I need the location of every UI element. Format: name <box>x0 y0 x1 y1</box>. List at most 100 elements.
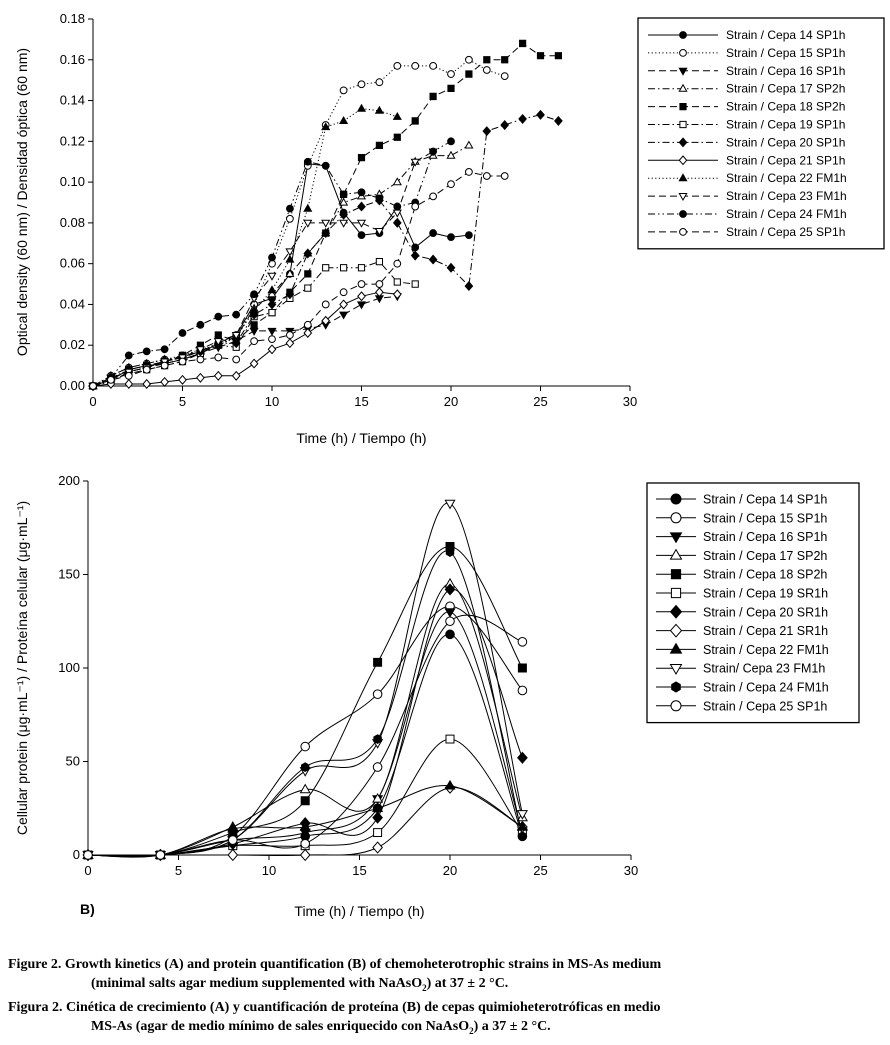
caption-es-line-1: Figura 2. Cinética de crecimiento (A) y … <box>8 999 661 1015</box>
data-point <box>445 734 455 744</box>
data-point <box>464 281 474 292</box>
data-point <box>83 850 93 860</box>
legend-a-item: Strain / Cepa 24 FM1h <box>648 207 847 221</box>
data-point <box>392 289 402 300</box>
data-point <box>249 327 259 336</box>
data-point <box>231 370 241 381</box>
y-tick-label: 200 <box>58 473 80 488</box>
legend-b-item: Strain / Cepa 21 SR1h <box>656 623 828 638</box>
caption-en-line-2-end: ) at 37 ± 2 °C. <box>426 976 509 991</box>
legend-label: Strain/ Cepa 23 FM1h <box>703 662 825 676</box>
data-point <box>299 783 311 794</box>
data-point <box>304 284 312 292</box>
data-point <box>500 72 509 80</box>
data-point <box>372 802 384 812</box>
data-point <box>411 202 420 211</box>
legend-marker <box>669 623 683 638</box>
x-tick-label: 25 <box>533 394 547 409</box>
data-point <box>285 338 295 349</box>
legend-label: Strain / Cepa 22 FM1h <box>726 171 847 185</box>
y-tick-label: 0.00 <box>60 378 85 393</box>
data-point <box>213 338 223 347</box>
data-point <box>155 850 166 860</box>
data-point <box>375 78 384 87</box>
data-point <box>304 270 312 278</box>
data-point <box>299 848 311 862</box>
data-point <box>339 299 348 310</box>
series-strain-cepa-25-sp1h <box>89 168 509 390</box>
data-point <box>250 290 259 299</box>
data-point <box>321 219 331 228</box>
legend-marker <box>679 228 687 236</box>
data-point <box>89 382 97 390</box>
caption-en-subscript: 2 <box>422 982 427 993</box>
data-point <box>392 217 402 228</box>
data-point <box>554 52 562 60</box>
series-b-strain-cepa-17-sp2h <box>82 577 528 859</box>
data-point <box>444 499 456 510</box>
data-point <box>445 616 455 627</box>
legend-marker <box>669 532 683 544</box>
legend-label: Strain / Cepa 16 SP1h <box>726 64 845 78</box>
y-tick-label: 0.06 <box>60 256 85 271</box>
chart-a-growth-kinetics: 0 5 10 15 20 25 30 0.00 0.02 0.04 0.06 0.08 0.10 0.12… <box>14 11 885 446</box>
data-point <box>393 61 402 70</box>
legend-marker <box>669 664 683 675</box>
data-point <box>178 374 187 385</box>
data-point <box>411 117 419 125</box>
data-point <box>444 583 456 596</box>
legend-label: Strain / Cepa 15 SP1h <box>703 511 827 525</box>
legend-b-item: Strain / Cepa 16 SP1h <box>656 530 827 544</box>
legend-marker <box>678 137 688 148</box>
series-curve <box>87 550 523 857</box>
x-tick-label: 25 <box>533 863 547 878</box>
data-point <box>429 61 438 70</box>
legend-b-item: Strain / Cepa 18 SP2h <box>656 568 827 582</box>
series-b-strain-cepa-20-sr1h <box>82 583 528 862</box>
data-point <box>483 56 491 64</box>
data-point <box>428 254 438 265</box>
legend-marker <box>679 210 687 218</box>
data-point <box>300 741 311 752</box>
legend-a-item: Strain / Cepa 23 FM1h <box>648 189 847 203</box>
y-tick-label: 0.02 <box>60 337 85 352</box>
data-point <box>142 347 151 356</box>
data-point <box>517 663 527 673</box>
data-point <box>375 258 383 266</box>
data-point <box>375 194 384 203</box>
x-tick-label: 30 <box>623 394 637 409</box>
data-point <box>500 172 509 180</box>
data-point <box>372 811 383 824</box>
caption-es-subscript: 2 <box>469 1025 474 1036</box>
data-point <box>373 828 383 837</box>
data-point <box>249 305 259 314</box>
data-point <box>303 219 313 228</box>
data-point <box>231 338 241 349</box>
legend-marker <box>678 67 688 76</box>
legend-a-item: Strain / Cepa 16 SP1h <box>648 64 845 78</box>
y-tick-label: 0.08 <box>60 215 85 230</box>
data-point <box>444 608 456 618</box>
data-point <box>372 762 383 772</box>
y-tick-label: 0.18 <box>60 11 85 26</box>
series-strain-cepa-23-fm1h <box>88 148 438 391</box>
legend-marker <box>679 120 687 129</box>
series-line <box>92 42 559 387</box>
legend-label: Strain / Cepa 14 SP1h <box>703 493 827 507</box>
legend-marker <box>670 569 682 580</box>
data-point <box>285 248 295 257</box>
data-point <box>357 188 366 197</box>
data-point <box>518 831 527 842</box>
data-point <box>411 243 420 252</box>
data-point <box>107 375 115 384</box>
data-point <box>267 289 277 298</box>
data-point <box>339 86 348 95</box>
legend-b-item: Strain / Cepa 17 SP2h <box>656 548 827 563</box>
y-axis-title: Optical density (60 nm) / Densidad óptic… <box>14 48 30 356</box>
data-point <box>446 150 456 159</box>
legend-label: Strain / Cepa 21 SP1h <box>726 153 845 167</box>
x-tick-label: 20 <box>444 394 458 409</box>
data-point <box>446 262 456 273</box>
legend-marker <box>679 103 687 111</box>
data-point <box>339 288 348 297</box>
